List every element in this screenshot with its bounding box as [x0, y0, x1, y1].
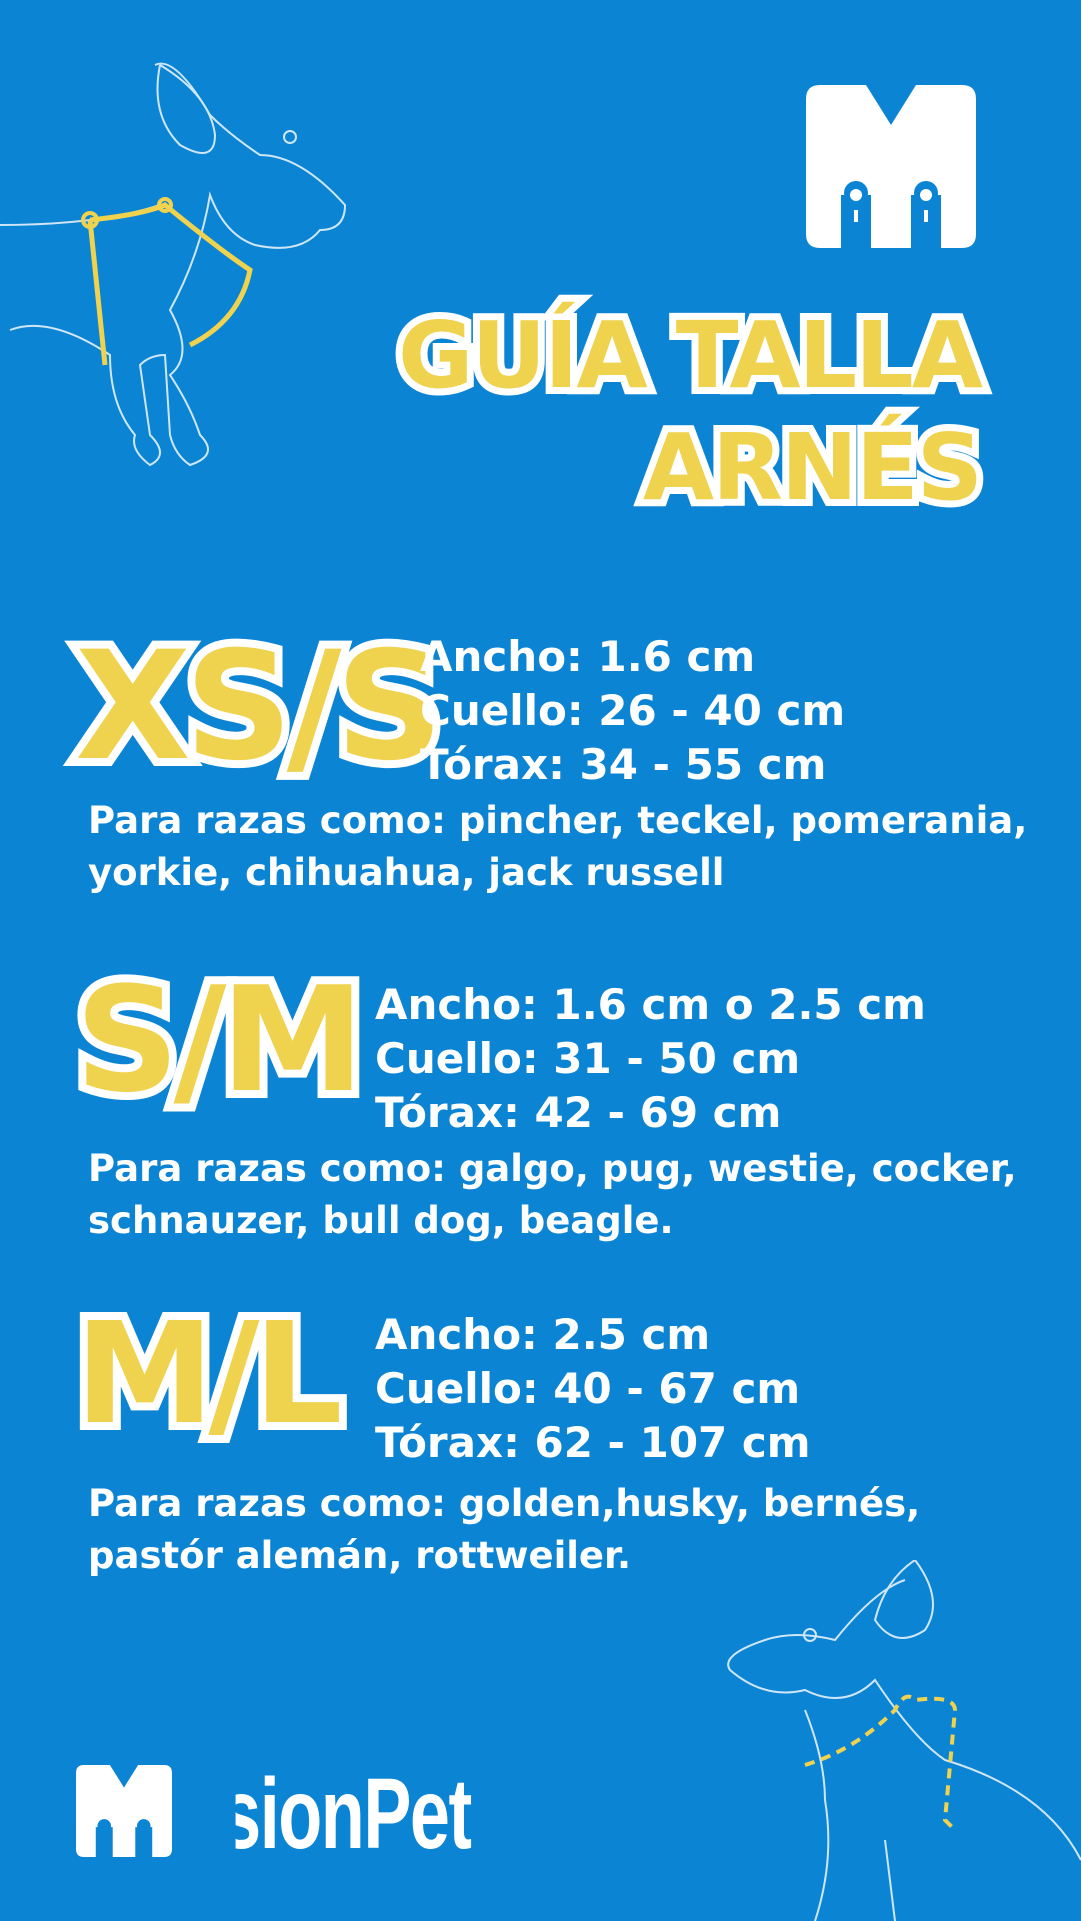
spec-torax: Tórax: 34 - 55 cm	[420, 740, 827, 789]
size-specs-xs-s: Ancho: 1.6 cm Cuello: 26 - 40 cm Tórax: …	[420, 630, 845, 792]
dog-illustration-bottom	[727, 1560, 1081, 1921]
brand-m-icon	[76, 1765, 172, 1857]
size-specs-m-l: Ancho: 2.5 cm Cuello: 40 - 67 cm Tórax: …	[375, 1308, 811, 1470]
brand-logo-mark	[806, 85, 976, 248]
dog-illustration-top	[0, 62, 347, 467]
title-line-2: ARNÉS	[636, 407, 990, 528]
size-specs-s-m: Ancho: 1.6 cm o 2.5 cm Cuello: 31 - 50 c…	[375, 978, 926, 1140]
brand-name: MisionPet	[144, 1758, 472, 1870]
breeds-s-m: Para razas como: galgo, pug, westie, coc…	[88, 1143, 1017, 1247]
spec-ancho: Ancho: 1.6 cm o 2.5 cm	[375, 980, 926, 1029]
breeds-xs-s: Para razas como: pincher, teckel, pomera…	[88, 795, 1027, 899]
size-label-s-m: S/M	[67, 956, 373, 1125]
spec-cuello: Cuello: 40 - 67 cm	[375, 1364, 801, 1413]
spec-ancho: Ancho: 2.5 cm	[375, 1310, 711, 1359]
breeds-line: Para razas como: pincher, teckel, pomera…	[88, 799, 1028, 842]
breeds-m-l: Para razas como: golden,husky, bernés, p…	[88, 1478, 920, 1582]
spec-cuello: Cuello: 31 - 50 cm	[375, 1034, 801, 1083]
size-label-m-l: M/L	[67, 1293, 351, 1456]
breeds-line: pastór alemán, rottweiler.	[88, 1534, 632, 1577]
brand-logo-wordmark: MisionPet	[76, 1765, 598, 1857]
spec-cuello: Cuello: 26 - 40 cm	[420, 686, 846, 735]
breeds-line: Para razas como: golden,husky, bernés,	[88, 1482, 921, 1525]
spec-torax: Tórax: 42 - 69 cm	[375, 1088, 782, 1137]
title-line-1: GUÍA TALLA	[391, 295, 990, 416]
breeds-line: yorkie, chihuahua, jack russell	[88, 851, 725, 894]
breeds-line: schnauzer, bull dog, beagle.	[88, 1199, 674, 1242]
size-label-xs-s: XS/S	[67, 620, 451, 794]
spec-ancho: Ancho: 1.6 cm	[420, 632, 756, 681]
page-title: GUÍA TALLA ARNÉS	[391, 295, 990, 528]
breeds-line: Para razas como: galgo, pug, westie, coc…	[88, 1147, 1017, 1190]
spec-torax: Tórax: 62 - 107 cm	[375, 1418, 811, 1467]
